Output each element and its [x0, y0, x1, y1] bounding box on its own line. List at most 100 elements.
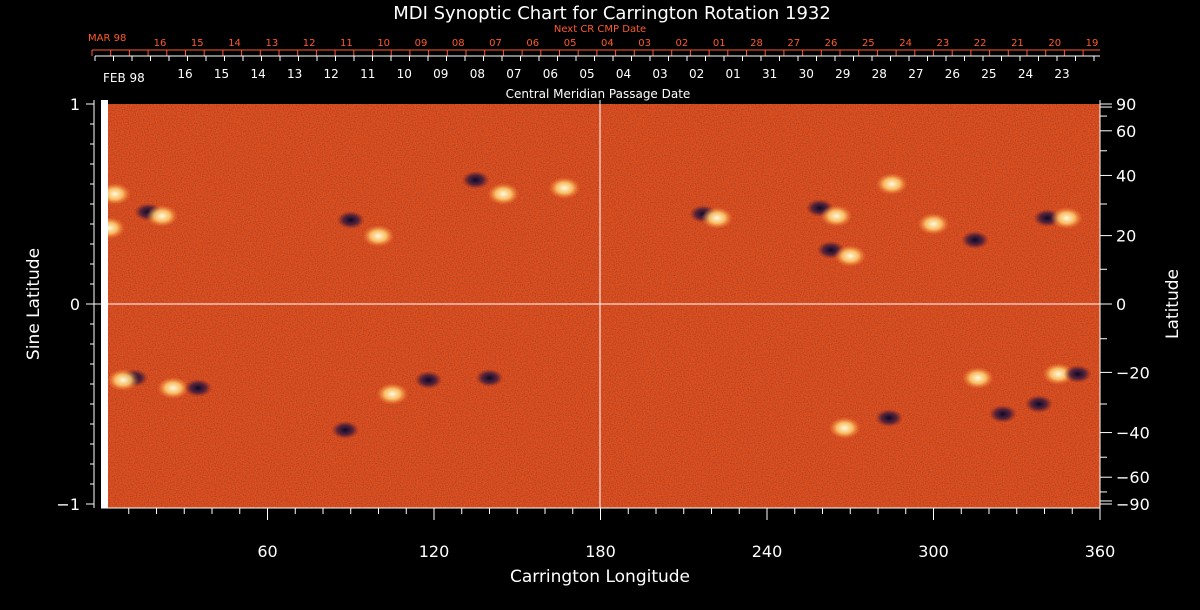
white-date-label: 12 — [324, 67, 339, 81]
red-date-label: 28 — [750, 38, 763, 49]
right-tick-label: −20 — [1116, 363, 1150, 382]
red-date-label: 26 — [825, 38, 838, 49]
magnetic-regions — [108, 171, 1092, 439]
white-date-label: 28 — [872, 67, 887, 81]
negative-region — [961, 231, 990, 249]
red-date-label: 24 — [899, 38, 912, 49]
x-tick-label: 60 — [257, 542, 277, 561]
axes: 60 120 180 240 300 36010−1906040200−20−40−60−… — [56, 38, 1149, 561]
positive-region — [961, 367, 994, 389]
white-date-label: 26 — [945, 67, 960, 81]
white-date-label: 24 — [1018, 67, 1033, 81]
white-date-label: 09 — [433, 67, 448, 81]
positive-region — [1050, 207, 1083, 229]
positive-region — [108, 369, 140, 391]
negative-region — [336, 211, 365, 229]
positive-region — [834, 245, 867, 267]
red-date-label: 03 — [638, 38, 651, 49]
positive-region — [820, 205, 853, 227]
white-date-label: 01 — [725, 67, 740, 81]
right-tick-label: −40 — [1116, 424, 1150, 443]
negative-region — [461, 171, 490, 189]
white-date-label: 08 — [470, 67, 485, 81]
white-date-label: 03 — [652, 67, 667, 81]
red-date-label: 22 — [974, 38, 987, 49]
positive-region — [487, 183, 520, 205]
negative-region — [414, 371, 443, 389]
x-tick-label: 240 — [752, 542, 783, 561]
red-date-label: 13 — [265, 38, 278, 49]
white-date-label: 02 — [689, 67, 704, 81]
x-tick-label: 300 — [918, 542, 949, 561]
red-date-label: 04 — [601, 38, 614, 49]
red-date-label: 16 — [154, 38, 167, 49]
white-date-label: 23 — [1054, 67, 1069, 81]
x-tick-label: 120 — [419, 542, 450, 561]
red-date-label: 02 — [676, 38, 689, 49]
red-date-label: 21 — [1011, 38, 1024, 49]
red-date-label: 15 — [191, 38, 204, 49]
red-date-label: 01 — [713, 38, 726, 49]
white-date-label: 11 — [360, 67, 375, 81]
red-date-label: 14 — [228, 38, 241, 49]
white-date-label: 30 — [799, 67, 814, 81]
positive-region — [875, 173, 908, 195]
y-axis-title-right: Latitude — [1163, 269, 1183, 339]
red-date-label: 07 — [489, 38, 502, 49]
right-tick-label: −60 — [1116, 468, 1150, 487]
red-month-label: MAR 98 — [88, 33, 126, 44]
white-axis-title: Central Meridian Passage Date — [506, 87, 691, 101]
positive-region — [108, 217, 126, 239]
left-tick-label: −1 — [56, 495, 80, 514]
positive-region — [1042, 363, 1075, 385]
right-tick-label: 60 — [1116, 122, 1136, 141]
white-month-label: FEB 98 — [103, 71, 145, 85]
x-tick-label: 360 — [1085, 542, 1116, 561]
negative-region — [1024, 395, 1053, 413]
white-date-label: 31 — [762, 67, 777, 81]
right-tick-label: 90 — [1116, 95, 1136, 114]
x-tick-label: 180 — [585, 542, 616, 561]
left-tick-label: 0 — [70, 295, 80, 314]
negative-region — [1063, 365, 1092, 383]
white-date-label: 10 — [397, 67, 412, 81]
negative-region — [875, 409, 904, 427]
red-date-label: 05 — [564, 38, 577, 49]
red-date-label: 27 — [787, 38, 800, 49]
white-date-label: 25 — [981, 67, 996, 81]
red-date-label: 08 — [452, 38, 465, 49]
white-date-label: 05 — [579, 67, 594, 81]
white-date-label: 29 — [835, 67, 850, 81]
red-date-label: 25 — [862, 38, 875, 49]
right-tick-label: 40 — [1116, 166, 1136, 185]
white-date-label: 04 — [616, 67, 631, 81]
positive-region — [157, 377, 190, 399]
red-date-label: 12 — [303, 38, 316, 49]
white-date-label: 07 — [506, 67, 521, 81]
positive-region — [376, 383, 409, 405]
plot-area — [108, 104, 1100, 508]
red-date-label: 10 — [377, 38, 390, 49]
positive-region — [917, 213, 950, 235]
white-date-label: 14 — [250, 67, 265, 81]
white-date-label: 27 — [908, 67, 923, 81]
left-tick-label: 1 — [70, 95, 80, 114]
red-date-label: 09 — [415, 38, 428, 49]
red-date-label: 20 — [1048, 38, 1061, 49]
positive-region — [548, 177, 581, 199]
negative-region — [331, 421, 360, 439]
field-background — [108, 104, 1100, 508]
positive-region — [828, 417, 861, 439]
white-date-label: 13 — [287, 67, 302, 81]
red-date-label: 19 — [1086, 38, 1099, 49]
red-axis-title: Next CR CMP Date — [554, 24, 646, 35]
positive-region — [146, 205, 179, 227]
red-date-label: 11 — [340, 38, 353, 49]
x-axis-title: Carrington Longitude — [510, 567, 690, 587]
positive-region — [362, 225, 395, 247]
right-tick-label: 20 — [1116, 227, 1136, 246]
positive-region — [701, 207, 734, 229]
chart-title: MDI Synoptic Chart for Carrington Rotati… — [393, 3, 831, 24]
red-date-label: 23 — [937, 38, 950, 49]
red-date-label: 06 — [526, 38, 539, 49]
